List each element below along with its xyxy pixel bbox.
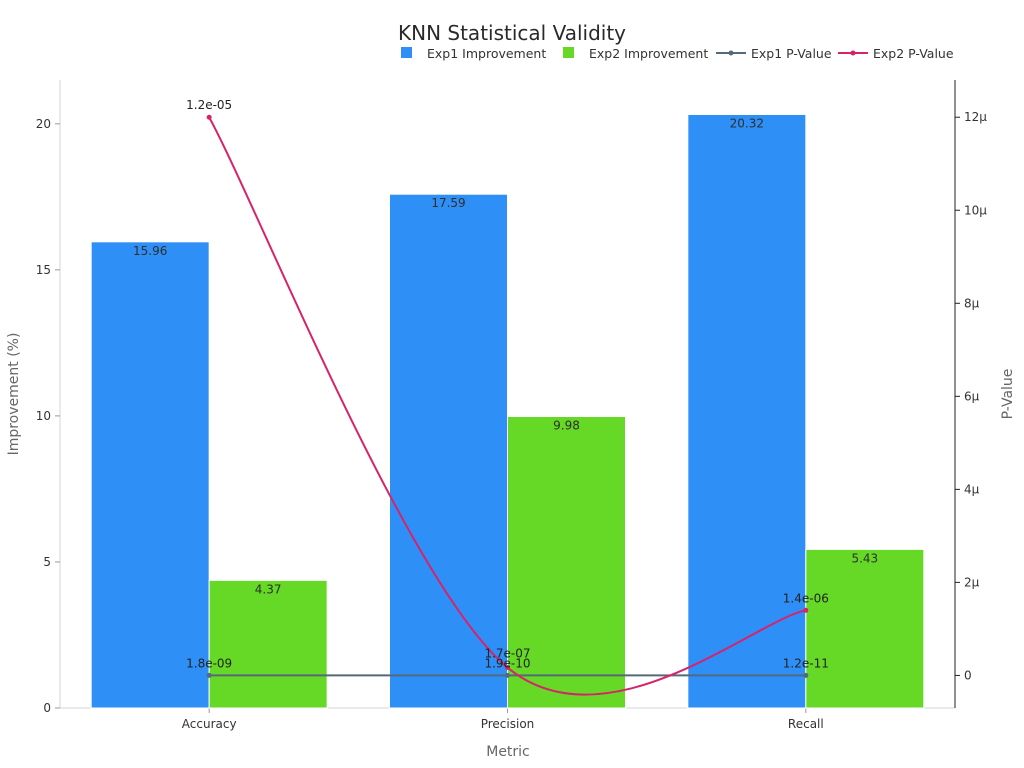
pvalue-lines (206, 114, 809, 696)
legend-marker-exp1-pvalue (728, 50, 734, 56)
legend-label-exp2-pvalue: Exp2 P-Value (873, 46, 954, 61)
y-tick-label: 10 (36, 409, 51, 423)
chart-title: KNN Statistical Validity (398, 21, 626, 45)
pvalue-point (803, 672, 809, 678)
legend-swatch-exp1-improvement (401, 47, 412, 58)
pvalue-line (208, 116, 807, 696)
pvalue-labels: 1.8e-09 1.9e-10 1.2e-11 1.2e-05 1.7e-07 1.4e-… (186, 98, 829, 670)
x-tick-label: Accuracy (182, 717, 237, 731)
bar (805, 548, 925, 709)
pvalue-point (505, 665, 510, 671)
y2-tick-label: 8μ (964, 296, 980, 310)
pvalue-label: 1.2e-11 (783, 656, 829, 670)
y-axis-title: Improvement (%) (6, 333, 22, 456)
y2-tick-label: 0 (964, 668, 972, 682)
bar-value-label: 5.43 (851, 551, 878, 565)
x-axis-title: Metric (486, 744, 530, 760)
y2-tick-label: 2μ (964, 575, 980, 589)
y2-tick-label: 4μ (964, 482, 980, 496)
pvalue-label: 1.7e-07 (484, 647, 530, 661)
legend: Exp1 Improvement Exp2 Improvement Exp1 P… (401, 46, 954, 61)
y2-tick-label: 10μ (964, 203, 987, 217)
bar (687, 113, 807, 709)
y-tick-label: 5 (43, 555, 51, 569)
y-ticks: 0 5 10 15 20 (36, 117, 60, 715)
y2-tick-label: 6μ (964, 389, 980, 403)
bar (208, 579, 328, 709)
y-tick-label: 20 (36, 117, 51, 131)
pvalue-point (803, 607, 809, 613)
bar-value-label: 20.32 (730, 116, 764, 130)
x-tick-label: Precision (481, 717, 535, 731)
y-tick-label: 15 (36, 263, 51, 277)
pvalue-label: 1.2e-05 (186, 98, 232, 112)
legend-label-exp2-improvement: Exp2 Improvement (589, 46, 708, 61)
y2-axis-title: P-Value (1000, 369, 1016, 420)
legend-swatch-exp2-improvement (563, 47, 574, 58)
legend-label-exp1-improvement: Exp1 Improvement (427, 46, 546, 61)
bar (507, 415, 626, 709)
y2-ticks: 0 2μ 4μ 6μ 8μ 10μ 12μ (955, 110, 987, 682)
legend-marker-exp2-pvalue (850, 50, 856, 56)
pvalue-point (206, 672, 212, 678)
pvalue-label: 1.8e-09 (186, 656, 232, 670)
bar-labels: 15.96 17.59 20.32 4.37 9.98 5.43 (133, 116, 878, 596)
pvalue-label: 1.4e-06 (783, 591, 829, 605)
bar (90, 241, 210, 709)
x-ticks: Accuracy Precision Recall (182, 708, 824, 731)
x-tick-label: Recall (788, 717, 824, 731)
bars (90, 113, 925, 709)
bar-value-label: 4.37 (255, 582, 282, 596)
bar (389, 193, 508, 709)
bar-value-label: 9.98 (553, 418, 580, 432)
legend-label-exp1-pvalue: Exp1 P-Value (751, 46, 832, 61)
pvalue-point (206, 114, 212, 120)
y2-tick-label: 12μ (964, 110, 987, 124)
pvalue-label: 1.9e-10 (484, 656, 530, 670)
pvalue-point (505, 672, 510, 678)
y-tick-label: 0 (43, 701, 51, 715)
bar-value-label: 15.96 (133, 244, 167, 258)
bar-value-label: 17.59 (431, 196, 465, 210)
